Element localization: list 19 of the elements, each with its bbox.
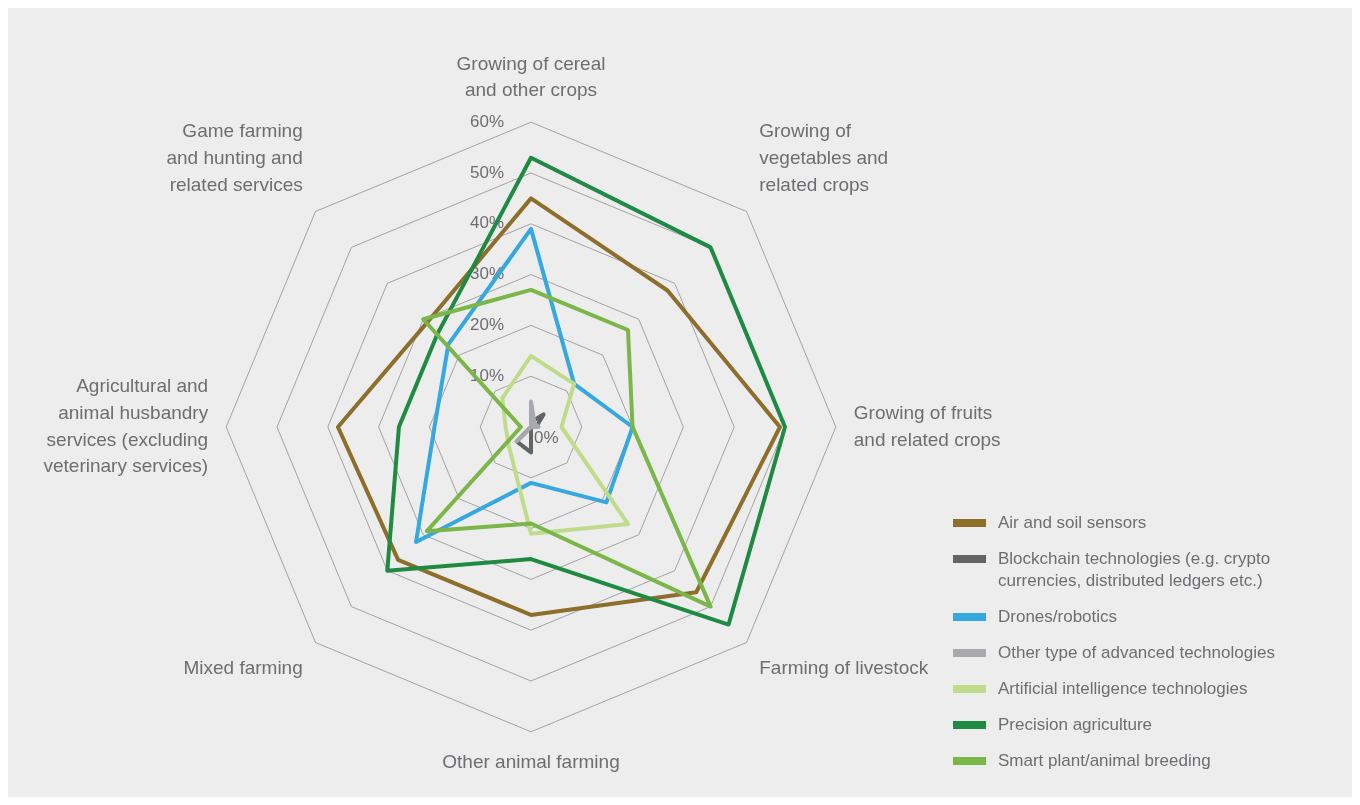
y-tick-label: 0% — [534, 428, 559, 448]
spoke-label: Growing of cereal and other crops — [456, 52, 606, 101]
spoke-label: Growing of fruits and related crops — [853, 401, 1001, 450]
legend-label: Artificial intelligence technologies — [998, 678, 1249, 700]
spoke-label: Growing of vegetables and related crops — [759, 120, 889, 195]
legend-label: Precision agriculture — [998, 714, 1153, 736]
spoke-label: Mixed farming — [183, 656, 303, 678]
legend-label: Smart plant/animal breeding — [998, 750, 1212, 772]
spoke-label: Game farming and hunting and related services — [166, 120, 303, 195]
y-tick-label: 20% — [469, 315, 504, 335]
legend-label: Drones/robotics — [998, 606, 1119, 628]
y-tick-label: 60% — [469, 111, 504, 131]
legend-label: Air and soil sensors — [998, 512, 1148, 534]
legend-label: Blockchain technologies (e.g. crypto currencies, distributed ledgers etc.) — [998, 548, 1272, 592]
legend-label: Other type of advanced technologies — [998, 642, 1276, 664]
spoke-label: Farming of livestock — [759, 656, 929, 678]
spoke-label: Other animal farming — [442, 751, 620, 773]
spoke-label: Agricultural and animal husbandry services (excluding veterinary services) — [43, 375, 209, 477]
y-tick-label: 50% — [469, 162, 504, 182]
